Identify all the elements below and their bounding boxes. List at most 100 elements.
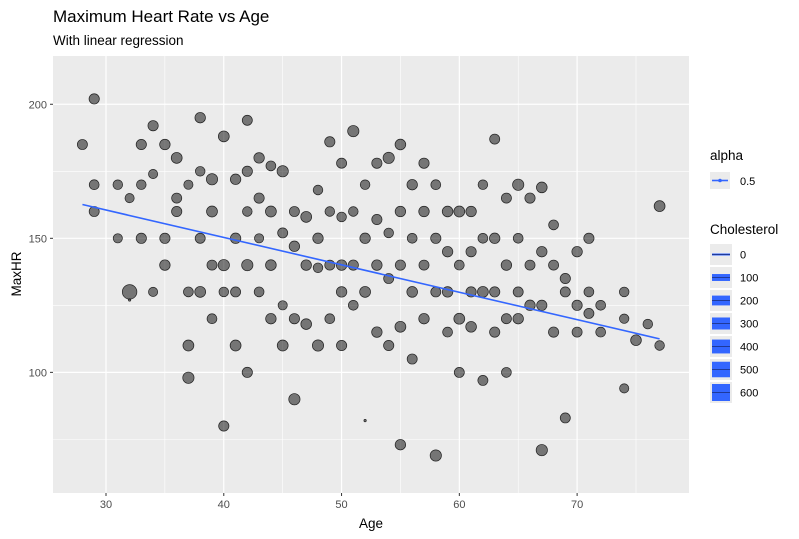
regression-line-group (82, 203, 660, 340)
data-point (265, 205, 277, 218)
data-point (477, 179, 489, 190)
y-axis-title: MaxHR (9, 251, 24, 296)
data-point (218, 420, 230, 432)
data-point (418, 157, 430, 169)
data-point (288, 206, 300, 217)
data-point (241, 114, 253, 126)
data-point (571, 299, 583, 311)
data-point (489, 286, 501, 298)
data-point (571, 246, 583, 258)
data-point (300, 211, 313, 223)
data-point (465, 246, 477, 258)
data-point (88, 179, 100, 190)
data-point (548, 219, 559, 231)
data-point (229, 173, 242, 185)
data-point (229, 339, 242, 352)
data-point (501, 367, 512, 378)
data-point (112, 233, 123, 244)
legend-cholesterol-title: Cholesterol (710, 222, 778, 237)
data-point (183, 179, 194, 190)
data-point (465, 321, 477, 333)
x-tick-label: 60 (453, 499, 465, 511)
data-point (195, 166, 206, 177)
data-point (159, 259, 171, 271)
legend-cholesterol-label: 500 (740, 365, 758, 377)
data-point (394, 320, 407, 333)
data-point (217, 259, 230, 272)
data-point (112, 179, 123, 190)
data-point (170, 152, 183, 164)
data-point (347, 299, 359, 311)
legend-cholesterol-label: 0 (740, 250, 746, 262)
data-point (135, 138, 147, 151)
data-point (300, 318, 312, 330)
data-point (159, 232, 171, 244)
data-point (453, 366, 465, 378)
data-point (512, 313, 524, 325)
data-point (619, 313, 630, 324)
data-point (324, 206, 335, 217)
data-point (500, 192, 512, 204)
data-point (418, 313, 430, 325)
data-point (253, 286, 265, 298)
data-point (465, 205, 477, 218)
data-point (429, 449, 442, 462)
data-point (124, 193, 135, 204)
data-point (121, 284, 138, 300)
data-point (512, 178, 525, 191)
data-point (229, 232, 242, 244)
data-point (206, 313, 218, 324)
data-point (559, 272, 571, 285)
data-point (254, 233, 265, 244)
y-tick-label: 200 (29, 99, 47, 111)
data-point (394, 439, 407, 451)
data-point (382, 151, 395, 164)
data-point (489, 133, 501, 145)
data-point (512, 286, 524, 298)
x-tick-label: 50 (335, 499, 347, 511)
legend-cholesterol-entries: 0 100 200 300 400 500 600 (710, 244, 758, 403)
data-point (583, 232, 595, 244)
data-point (359, 232, 371, 244)
data-point (383, 339, 395, 352)
data-points (76, 93, 666, 462)
axis-ticks: 30 40 50 60 70 100 150 200 (29, 99, 584, 511)
data-point (619, 286, 630, 298)
data-point (88, 206, 100, 217)
data-point (536, 246, 548, 258)
data-point (147, 120, 159, 132)
data-point (76, 139, 88, 150)
chart-subtitle: With linear regression (53, 33, 184, 48)
data-point (253, 192, 265, 204)
data-point (265, 313, 277, 325)
data-point (218, 286, 229, 298)
data-point (500, 259, 513, 271)
grid-lines (53, 56, 689, 493)
legend-cholesterol-label: 600 (740, 388, 758, 400)
legend-cholesterol-label: 300 (740, 319, 758, 331)
data-point (654, 340, 665, 351)
legend: alpha 0.5 Cholesterol 0 100 200 300 400 500 60… (710, 148, 778, 403)
data-point (548, 259, 560, 271)
data-point (277, 227, 289, 239)
data-point (230, 286, 242, 298)
data-point (241, 259, 254, 272)
data-point (477, 374, 489, 386)
data-point (642, 318, 653, 330)
data-point (406, 353, 418, 365)
data-point (583, 307, 595, 319)
data-point (371, 326, 383, 338)
data-point (217, 130, 230, 143)
data-point (430, 179, 442, 190)
data-point (394, 259, 406, 271)
data-point (277, 300, 288, 311)
data-point (148, 286, 159, 297)
data-point (441, 246, 454, 258)
data-point (148, 169, 159, 179)
data-point (312, 232, 324, 244)
data-point (371, 157, 383, 169)
data-point (288, 393, 301, 406)
data-point (288, 313, 300, 325)
data-point (371, 259, 383, 271)
legend-alpha-title: alpha (710, 148, 744, 163)
